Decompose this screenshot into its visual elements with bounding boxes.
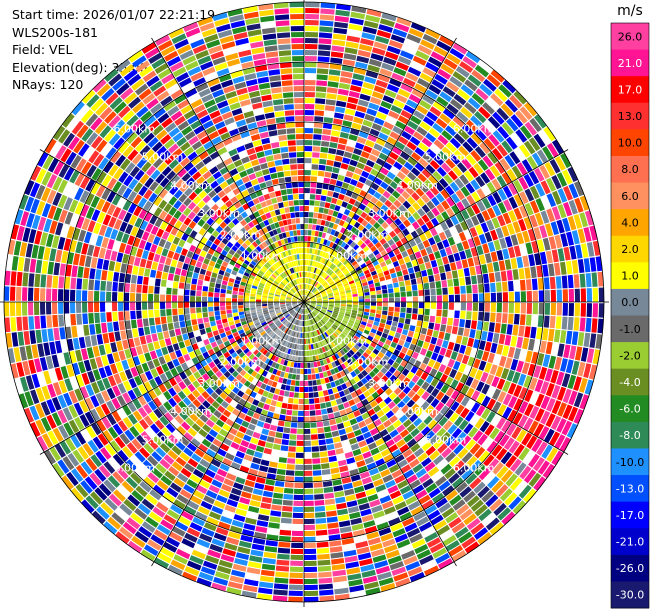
azimuth-spoke (151, 301, 305, 567)
colorbar-swatch (611, 49, 649, 77)
colorbar-tick-label: -4.0 (619, 376, 640, 389)
colorbar-tick-label: 10.0 (618, 137, 643, 150)
colorbar-swatch (611, 448, 649, 476)
azimuth-spoke (151, 37, 305, 303)
range-label: 5.00km (425, 151, 467, 164)
range-label: 6.00km (453, 462, 495, 475)
azimuth-spoke (303, 301, 457, 567)
range-label: 5.00km (425, 433, 467, 446)
colorbar-tick-label: -1.0 (619, 323, 640, 336)
colorbar-swatch (611, 235, 649, 263)
range-label: 6.00km (114, 122, 156, 135)
colorbar-tick-label: -13.0 (616, 482, 644, 495)
colorbar-swatch (611, 342, 649, 370)
colorbar-swatch (611, 368, 649, 396)
azimuth-spoke (303, 37, 457, 303)
range-label: 2.00km (347, 228, 389, 241)
range-label: 5.00km (142, 433, 184, 446)
colorbar-swatch (611, 528, 649, 556)
colorbar-tick-label: 8.0 (621, 163, 639, 176)
range-label: 4.00km (396, 405, 438, 418)
velocity-colorbar: m/s 26.0 21.0 17.0 13.0 10.0 8.0 6.0 4.0 2.0 1.0 0… (610, 3, 650, 609)
range-label: 1.00km (326, 250, 368, 263)
colorbar-swatch (611, 581, 649, 609)
colorbar-swatch (611, 102, 649, 130)
azimuth-spoke (39, 149, 305, 303)
range-label: 2.00km (220, 356, 262, 369)
colorbar-tick-label: 13.0 (618, 110, 643, 123)
colorbar-tick-label: -2.0 (619, 349, 640, 362)
range-label: 3.00km (198, 377, 240, 390)
azimuth-spoke (39, 301, 305, 455)
instrument-label: WLS200s-181 (12, 24, 98, 40)
range-labels: 1.00km 1.00km 1.00km 1.00km 2.00km 2.00km 2.00… (114, 122, 495, 474)
colorbar-tick-label: 6.0 (621, 190, 639, 203)
nrays-label: NRays: 120 (12, 77, 84, 92)
colorbar-swatch (611, 209, 649, 237)
range-label: 3.00km (198, 207, 240, 220)
range-label: 3.00km (368, 377, 410, 390)
colorbar-swatch (611, 76, 649, 104)
field-label: Field: VEL (12, 42, 73, 57)
colorbar-swatch (611, 182, 649, 210)
colorbar-tick-label: 17.0 (618, 84, 643, 97)
colorbar-swatch (611, 288, 649, 316)
colorbar-swatch (611, 23, 649, 51)
colorbar-swatch (611, 501, 649, 529)
colorbar-tick-label: 2.0 (621, 243, 639, 256)
colorbar-swatch (611, 155, 649, 184)
colorbar-tick-label: 0.0 (621, 296, 639, 309)
colorbar-tick-label: -21.0 (616, 536, 644, 549)
colorbar-swatch (611, 475, 649, 503)
colorbar-tick-label: 21.0 (618, 57, 643, 70)
colorbar-swatch (611, 129, 649, 157)
ppi-plot: 1.00km 1.00km 1.00km 1.00km 2.00km 2.00km 2.00… (0, 0, 609, 607)
range-label: 6.00km (114, 462, 156, 475)
colorbar-unit: m/s (617, 3, 643, 19)
colorbar-tick-label: -10.0 (616, 456, 644, 469)
colorbar-swatch (611, 315, 649, 343)
colorbar-tick-label: -6.0 (619, 403, 640, 416)
velocity-rays (4, 2, 604, 602)
colorbar-frame (610, 22, 650, 609)
range-label: 4.00km (170, 405, 212, 418)
colorbar-swatch (611, 554, 649, 582)
colorbar-tick-label: -30.0 (616, 589, 644, 602)
azimuth-spoke (303, 149, 569, 303)
range-label: 6.00km (453, 122, 495, 135)
colorbar-swatches: 26.0 21.0 17.0 13.0 10.0 8.0 6.0 4.0 2.0 1.0 0.0 -1… (610, 22, 650, 609)
colorbar-tick-label: -26.0 (616, 562, 644, 575)
range-label: 1.00km (326, 334, 368, 347)
range-label: 2.00km (220, 228, 262, 241)
azimuth-spoke (303, 301, 569, 455)
range-label: 5.00km (142, 151, 184, 164)
range-label: 2.00km (347, 356, 389, 369)
colorbar-swatch (611, 421, 649, 449)
colorbar-tick-label: 1.0 (621, 270, 639, 283)
range-label: 1.00km (241, 334, 283, 347)
colorbar-tick-label: -17.0 (616, 509, 644, 522)
azimuth-spokes (0, 0, 609, 607)
colorbar-swatch (611, 395, 649, 423)
start-time-label: Start time: 2026/01/07 22:21:19 (12, 7, 216, 22)
range-label: 4.00km (396, 179, 438, 192)
range-label: 1.00km (241, 250, 283, 263)
colorbar-tick-label: 26.0 (618, 30, 643, 43)
colorbar-tick-label: 4.0 (621, 216, 639, 229)
range-label: 3.00km (368, 207, 410, 220)
colorbar-swatch (611, 262, 649, 290)
colorbar-tick-label: -8.0 (619, 429, 640, 442)
range-label: 4.00km (170, 179, 212, 192)
